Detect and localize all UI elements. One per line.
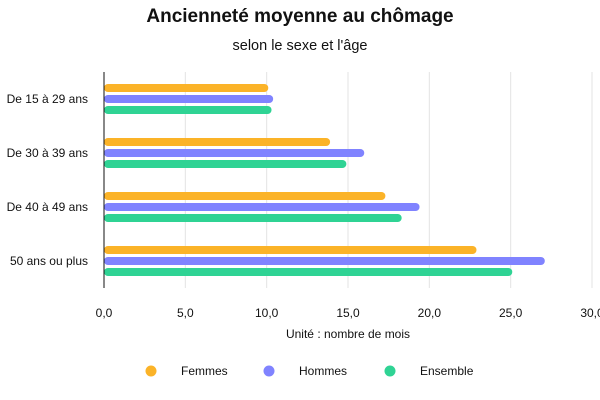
chart-title: Ancienneté moyenne au chômage — [146, 6, 454, 27]
bar-femmes — [104, 138, 331, 146]
x-tick-label: 10,0 — [255, 306, 279, 320]
legend-marker-hommes — [263, 365, 275, 377]
legend-label-hommes: Hommes — [299, 364, 347, 378]
legend-marker-femmes — [145, 365, 157, 377]
bar-ensemble — [104, 268, 513, 276]
bar-femmes — [104, 84, 269, 92]
y-category-label: 50 ans ou plus — [10, 254, 88, 268]
legend-marker-ensemble — [384, 365, 396, 377]
bar-femmes — [104, 192, 386, 200]
x-tick-label: 15,0 — [336, 306, 360, 320]
bar-ensemble — [104, 160, 347, 168]
bar-ensemble — [104, 106, 272, 114]
x-tick-label: 0,0 — [96, 306, 113, 320]
chart-subtitle: selon le sexe et l'âge — [232, 38, 368, 54]
y-category-label: De 30 à 39 ans — [7, 146, 88, 160]
bar-hommes — [104, 257, 545, 265]
y-category-label: De 40 à 49 ans — [7, 200, 88, 214]
bar-hommes — [104, 95, 274, 103]
x-tick-label: 25,0 — [499, 306, 523, 320]
legend-label-ensemble: Ensemble — [420, 364, 474, 378]
y-category-label: De 15 à 29 ans — [7, 92, 88, 106]
x-tick-label: 5,0 — [177, 306, 194, 320]
legend-label-femmes: Femmes — [181, 364, 228, 378]
x-tick-label: 30,0 — [580, 306, 600, 320]
bar-hommes — [104, 149, 365, 157]
bar-ensemble — [104, 214, 402, 222]
x-axis-title: Unité : nombre de mois — [286, 327, 410, 341]
bar-hommes — [104, 203, 420, 211]
x-tick-label: 20,0 — [418, 306, 442, 320]
bar-femmes — [104, 246, 477, 254]
